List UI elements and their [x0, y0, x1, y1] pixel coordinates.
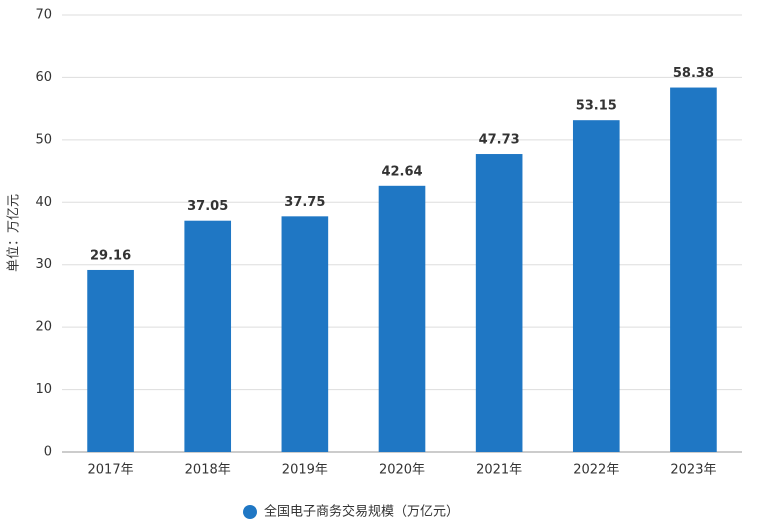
- bar: [670, 87, 717, 453]
- x-tick-label: 2017年: [88, 463, 134, 478]
- x-tick-label: 2019年: [282, 463, 328, 478]
- y-tick-label: 40: [35, 195, 52, 210]
- y-tick-label: 60: [35, 70, 52, 85]
- bar: [184, 220, 232, 452]
- x-tick-label: 2022年: [573, 463, 619, 478]
- bar: [281, 216, 329, 452]
- x-tick-label: 2023年: [670, 463, 716, 478]
- x-tick-label: 2018年: [185, 463, 231, 478]
- value-label: 53.15: [576, 99, 617, 114]
- y-tick-label: 0: [44, 445, 52, 460]
- legend-marker: [243, 505, 257, 519]
- x-tick-label: 2020年: [379, 463, 425, 478]
- value-label: 47.73: [479, 133, 520, 148]
- value-label: 37.75: [284, 195, 325, 210]
- y-tick-label: 30: [35, 257, 52, 272]
- y-axis-label: 单位：万亿元: [7, 194, 22, 272]
- bar: [87, 269, 134, 452]
- value-label: 58.38: [673, 66, 714, 81]
- y-tick-label: 20: [35, 320, 52, 335]
- value-label: 29.16: [90, 248, 131, 263]
- y-tick-label: 70: [35, 8, 52, 23]
- bar: [475, 154, 523, 452]
- bar: [572, 120, 620, 453]
- y-tick-label: 10: [35, 382, 52, 397]
- value-label: 42.64: [381, 164, 422, 179]
- bar: [378, 185, 426, 452]
- value-label: 37.05: [187, 199, 228, 214]
- y-tick-label: 50: [35, 132, 52, 147]
- legend-label: 全国电子商务交易规模（万亿元）: [264, 504, 459, 520]
- x-tick-label: 2021年: [476, 463, 522, 478]
